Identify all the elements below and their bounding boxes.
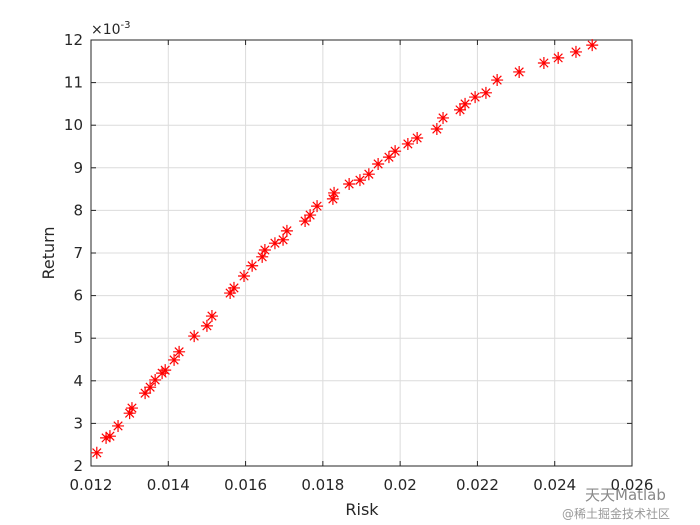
marker bbox=[123, 407, 136, 420]
marker bbox=[125, 402, 138, 415]
marker bbox=[454, 103, 467, 116]
axes-box bbox=[90, 39, 633, 467]
marker bbox=[343, 177, 356, 190]
marker bbox=[144, 381, 157, 394]
marker bbox=[139, 387, 152, 400]
marker bbox=[362, 168, 375, 181]
marker bbox=[246, 259, 259, 272]
y-tick-label: 8 bbox=[73, 201, 83, 219]
marker bbox=[159, 364, 172, 377]
marker bbox=[479, 86, 492, 99]
y-tick-label: 2 bbox=[73, 457, 83, 475]
exponent-base: ×10 bbox=[91, 22, 121, 38]
marker bbox=[389, 145, 402, 158]
x-tick-label: 0.026 bbox=[611, 476, 654, 494]
marker bbox=[200, 319, 213, 332]
y-tick-label: 5 bbox=[73, 329, 83, 347]
x-tick-label: 0.012 bbox=[70, 476, 113, 494]
y-tick-label: 3 bbox=[73, 414, 83, 432]
marker bbox=[328, 186, 341, 199]
marker bbox=[173, 345, 186, 358]
y-tick-label: 12 bbox=[64, 31, 83, 49]
marker bbox=[326, 192, 339, 205]
marker bbox=[227, 281, 240, 294]
marker bbox=[299, 215, 312, 228]
marker bbox=[277, 233, 290, 246]
marker bbox=[372, 157, 385, 170]
marker bbox=[188, 330, 201, 343]
x-tick-label: 0.024 bbox=[533, 476, 576, 494]
x-tick-label: 0.02 bbox=[383, 476, 416, 494]
marker bbox=[353, 174, 366, 187]
x-tick-label: 0.016 bbox=[224, 476, 267, 494]
watermark: @稀土掘金技术社区 bbox=[562, 506, 670, 521]
marker bbox=[280, 224, 293, 237]
x-tick-label: 0.022 bbox=[456, 476, 499, 494]
marker bbox=[586, 39, 599, 52]
y-tick-label: 9 bbox=[73, 159, 83, 177]
marker bbox=[205, 310, 218, 323]
marker bbox=[411, 131, 424, 144]
marker bbox=[224, 287, 237, 300]
marker bbox=[382, 151, 395, 164]
marker bbox=[401, 137, 414, 150]
marker bbox=[256, 250, 269, 263]
marker bbox=[491, 74, 504, 87]
y-tick-label: 11 bbox=[64, 74, 83, 92]
marker bbox=[112, 419, 125, 432]
marker bbox=[149, 373, 162, 386]
x-tick-label: 0.014 bbox=[147, 476, 190, 494]
marker bbox=[258, 244, 271, 257]
marker bbox=[238, 270, 251, 283]
y-tick-label: 10 bbox=[64, 116, 83, 134]
exponent-power: -3 bbox=[121, 20, 131, 31]
marker bbox=[469, 91, 482, 104]
y-tick-label: 4 bbox=[73, 372, 83, 390]
marker bbox=[513, 65, 526, 78]
x-tick-label: 0.018 bbox=[301, 476, 344, 494]
marker bbox=[304, 209, 317, 222]
y-tick-label: 6 bbox=[73, 287, 83, 305]
marker bbox=[103, 430, 116, 443]
marker bbox=[430, 123, 443, 136]
marker bbox=[437, 111, 450, 124]
x-axis-label: Risk bbox=[345, 500, 379, 519]
marker bbox=[100, 431, 113, 444]
marker bbox=[552, 51, 565, 64]
watermark: 天天Matlab bbox=[585, 486, 666, 504]
marker bbox=[569, 45, 582, 58]
marker bbox=[90, 446, 103, 459]
marker bbox=[537, 57, 550, 70]
marker bbox=[268, 237, 281, 250]
y-tick-label: 7 bbox=[73, 244, 83, 262]
marker bbox=[459, 97, 472, 110]
y-axis-label: Return bbox=[39, 226, 58, 279]
marker bbox=[311, 200, 324, 213]
y-exponent: ×10-3 bbox=[91, 20, 131, 38]
marker bbox=[168, 353, 181, 366]
